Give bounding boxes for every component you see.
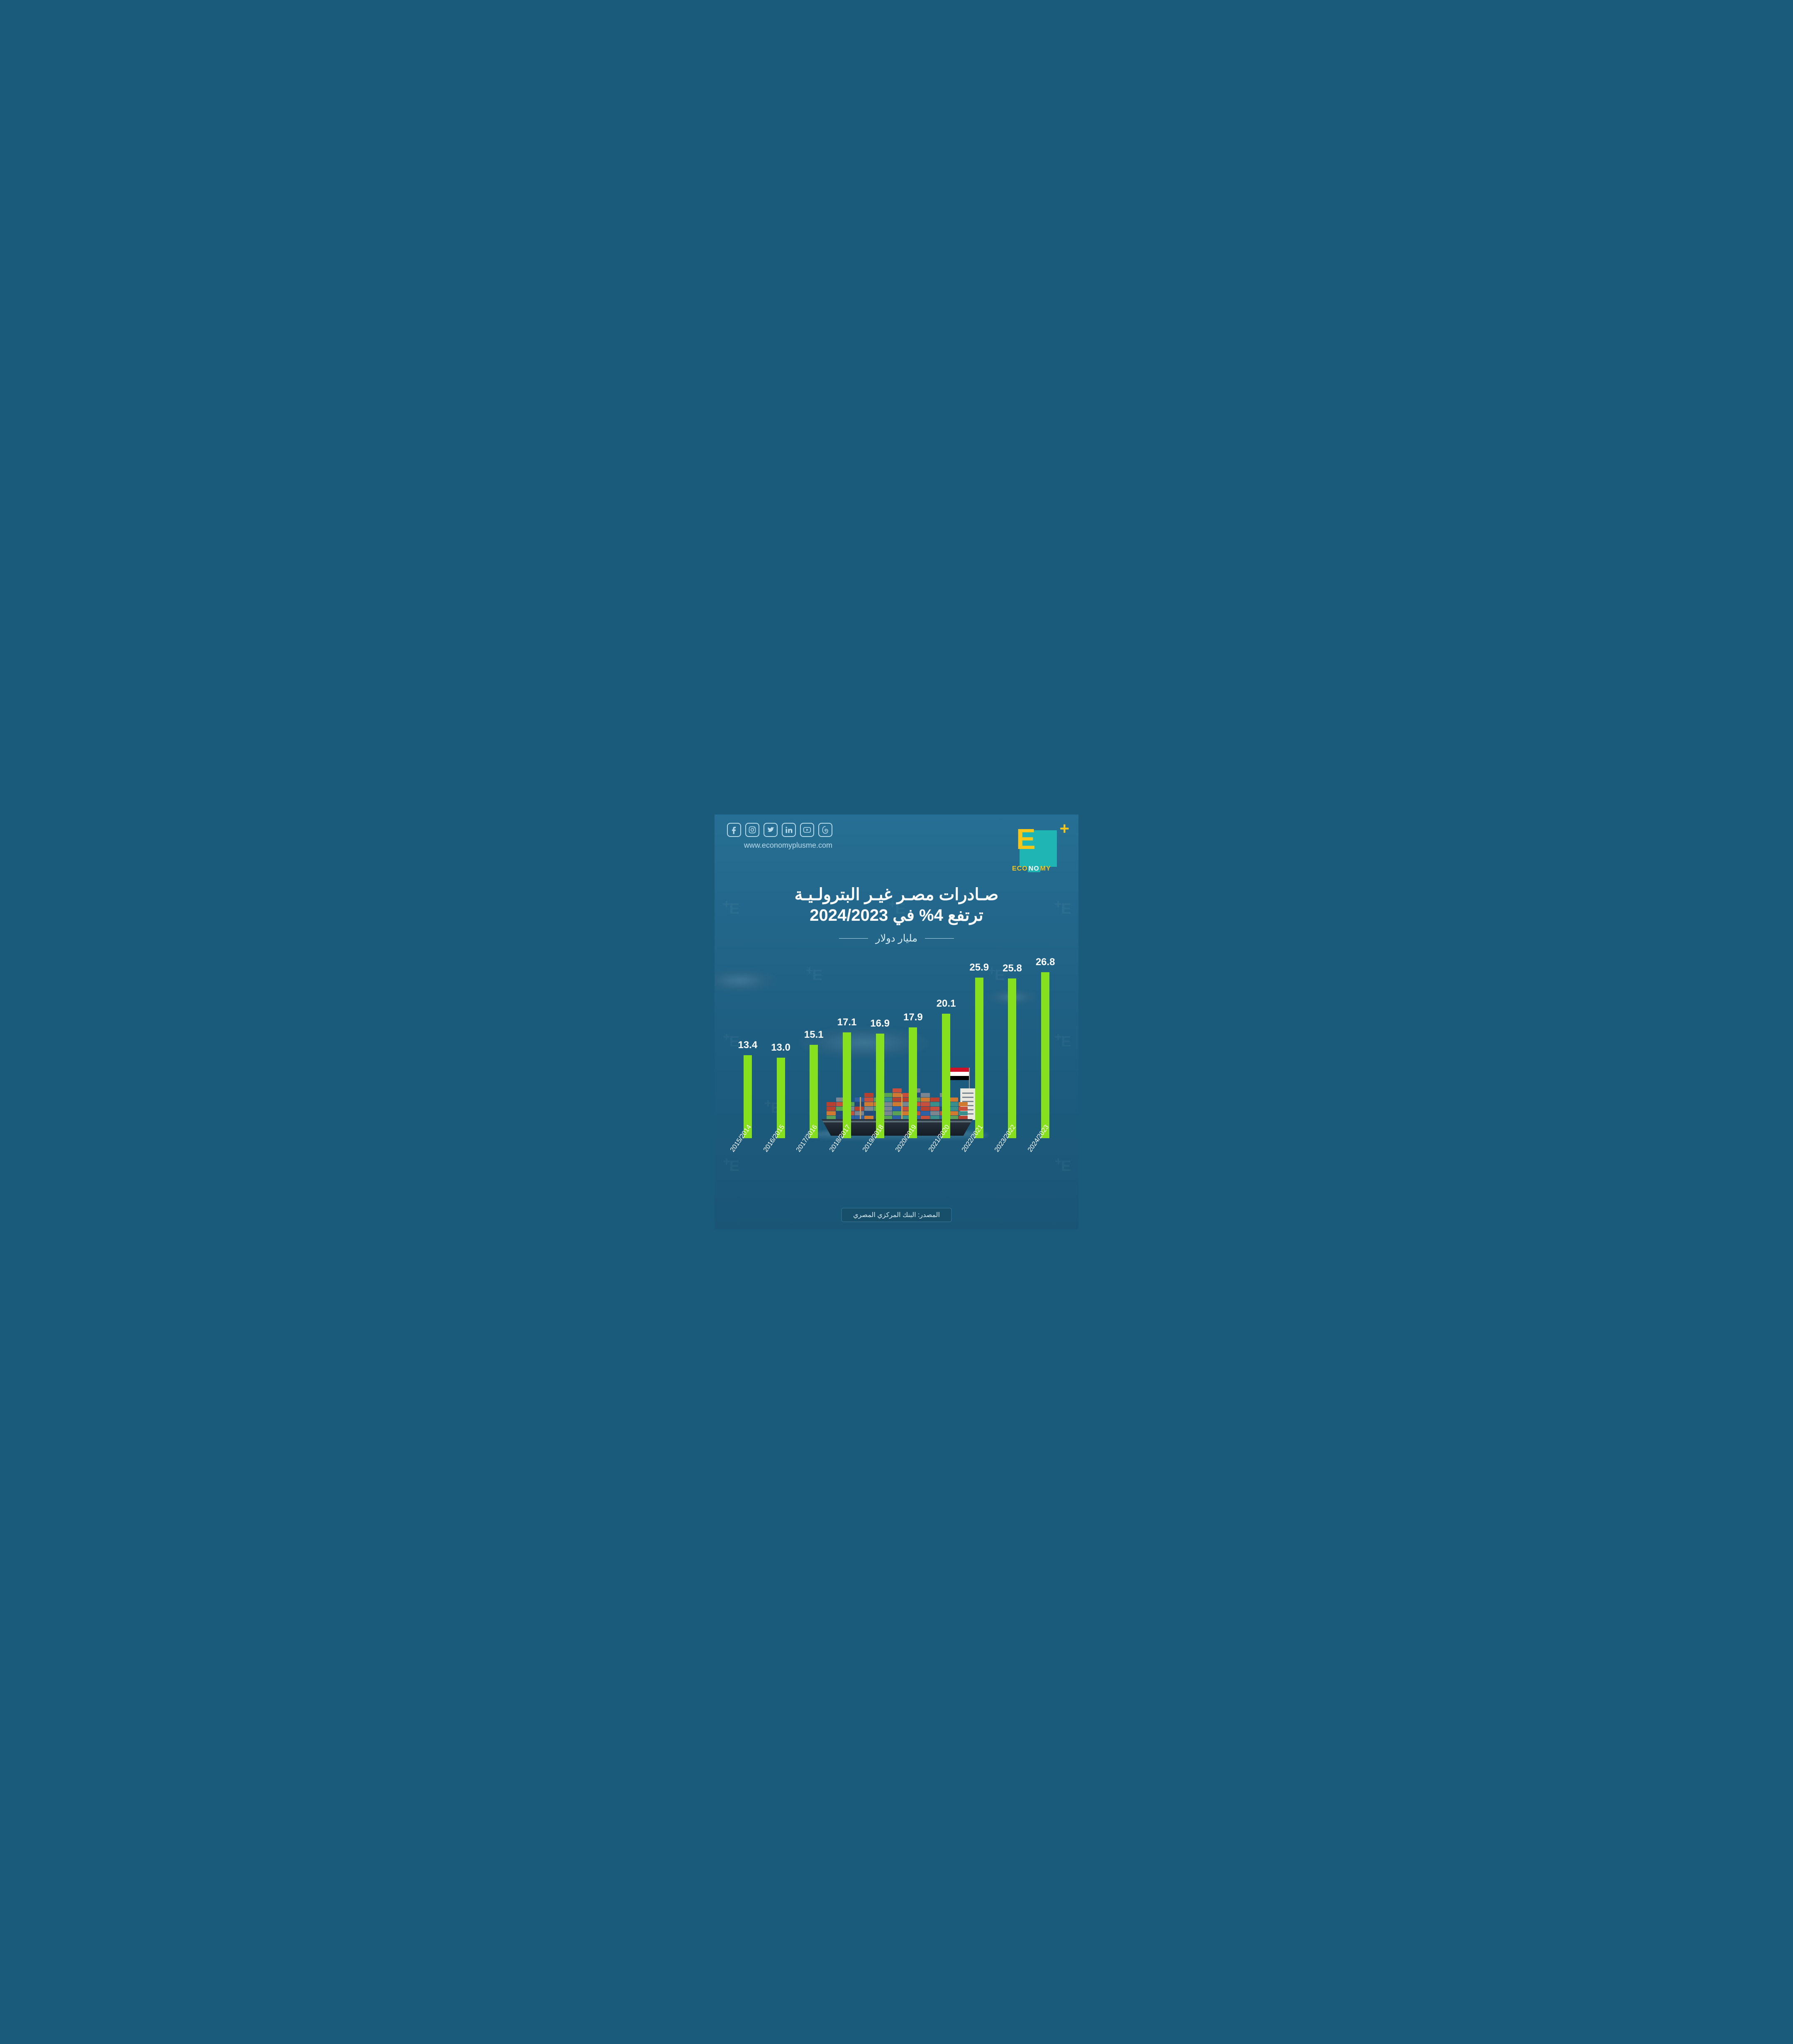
site-url[interactable]: www.economyplusme.com: [727, 841, 832, 850]
facebook-icon[interactable]: [727, 823, 741, 837]
x-axis-label: 2023/2022: [996, 1140, 1029, 1171]
subtitle-row: مليار دولار: [715, 932, 1078, 944]
divider-line: [839, 938, 868, 939]
bar-value-label: 20.1: [937, 998, 956, 1010]
bar: [909, 1027, 917, 1138]
bar-column: 25.8: [996, 963, 1029, 1138]
header: E + ECONOMY www.economyplusme.com: [727, 823, 1066, 873]
title-line-1: صـادرات مصـر غيـر البترولـيـة: [715, 885, 1078, 904]
bar-value-label: 15.1: [804, 1029, 824, 1041]
x-axis-labels: 2015/20142016/20152017/20162018/20172019…: [731, 1140, 1062, 1171]
bar-value-label: 17.1: [837, 1017, 857, 1028]
bar-column: 26.8: [1029, 956, 1062, 1138]
bar-value-label: 17.9: [903, 1012, 923, 1023]
logo-plus-icon: +: [1060, 820, 1069, 838]
bar-column: 20.1: [929, 998, 963, 1138]
instagram-icon[interactable]: [745, 823, 759, 837]
title-line-2: ترتفع 4% في 2024/2023: [715, 906, 1078, 925]
bar-value-label: 16.9: [870, 1018, 890, 1029]
bar-value-label: 25.9: [969, 962, 989, 973]
social-icons-row: [727, 823, 832, 837]
x-axis-label: 2022/2021: [963, 1140, 996, 1171]
logo-letter: E: [1016, 827, 1036, 852]
logo-word: ECONOMY: [1012, 865, 1051, 873]
twitter-icon[interactable]: [764, 823, 778, 837]
x-axis-label: 2021/2020: [929, 1140, 963, 1171]
brand-logo: E + ECONOMY: [1012, 823, 1066, 873]
threads-icon[interactable]: [818, 823, 832, 837]
bar-column: 17.1: [830, 1017, 864, 1138]
bar-column: 13.4: [731, 1039, 764, 1138]
infographic-canvas: E+ E+ E+ E+ E+ E+ E+ E+ E+ E+ E+ E + ECO…: [715, 815, 1078, 1229]
x-axis-label: 2020/2019: [897, 1140, 930, 1171]
subtitle-unit: مليار دولار: [876, 932, 917, 944]
youtube-icon[interactable]: [800, 823, 814, 837]
x-axis-label: 2024/2023: [1029, 1140, 1062, 1171]
bar-value-label: 13.0: [771, 1042, 790, 1054]
bar-value-label: 26.8: [1036, 956, 1055, 968]
bar-column: 15.1: [797, 1029, 830, 1138]
bar: [876, 1034, 884, 1138]
bar-value-label: 13.4: [738, 1039, 757, 1051]
bar-chart: 13.4 13.0 15.1 17.1 16.9 17.9 20.1 25.9 25.8 26.8…: [731, 956, 1062, 1171]
bar: [1041, 972, 1049, 1138]
bar: [1008, 978, 1016, 1138]
x-axis-label: 2019/2018: [864, 1140, 897, 1171]
bar: [843, 1032, 851, 1138]
title-block: صـادرات مصـر غيـر البترولـيـة ترتفع 4% ف…: [715, 885, 1078, 944]
bar-column: 16.9: [864, 1018, 897, 1138]
x-axis-label: 2016/2015: [764, 1140, 798, 1171]
x-axis-label: 2018/2017: [830, 1140, 864, 1171]
bar-value-label: 25.8: [1003, 963, 1022, 974]
source-citation: المصدر: البنك المركزي المصري: [841, 1208, 952, 1222]
bars-container: 13.4 13.0 15.1 17.1 16.9 17.9 20.1 25.9 25.8 26.8: [731, 956, 1062, 1138]
bar: [942, 1014, 950, 1138]
bar-column: 17.9: [897, 1012, 930, 1138]
x-axis-label: 2015/2014: [731, 1140, 764, 1171]
bar: [975, 978, 983, 1138]
bar-column: 25.9: [963, 962, 996, 1138]
divider-line: [925, 938, 954, 939]
linkedin-icon[interactable]: [782, 823, 796, 837]
x-axis-label: 2017/2016: [797, 1140, 830, 1171]
social-block: www.economyplusme.com: [727, 823, 832, 850]
